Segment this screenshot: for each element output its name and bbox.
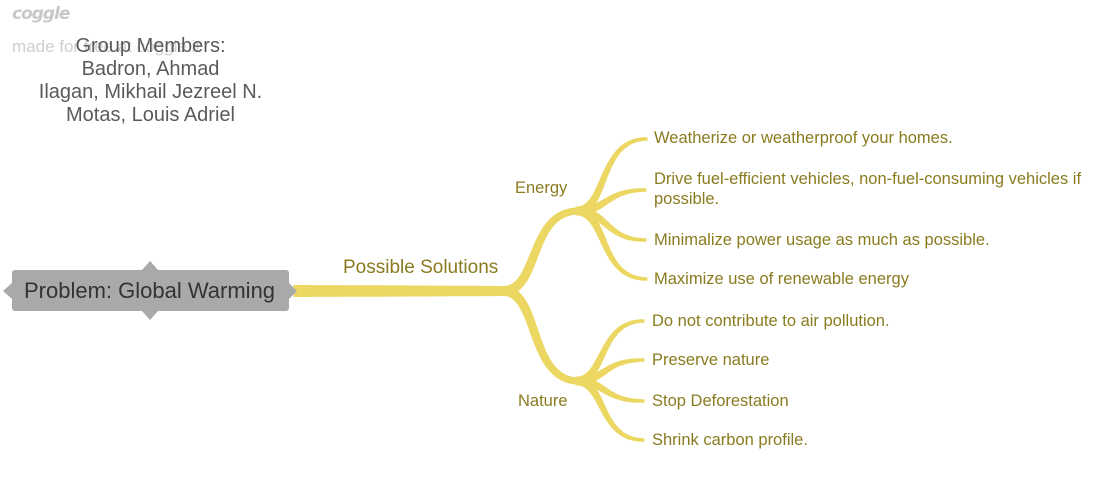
member-name: Badron, Ahmad <box>81 58 220 80</box>
branch-air-pollution <box>575 319 645 386</box>
arrow-down-icon[interactable] <box>142 311 158 320</box>
node-possible-solutions[interactable]: Possible Solutions <box>343 257 499 278</box>
note-title: Group Members: <box>75 35 226 57</box>
leaf-air-pollution[interactable]: Do not contribute to air pollution. <box>652 312 890 330</box>
leaf-preserve-nature[interactable]: Preserve nature <box>652 351 770 369</box>
leaf-shrink-carbon[interactable]: Shrink carbon profile. <box>652 431 808 449</box>
branch-possible-solutions <box>293 285 508 297</box>
branch-nature <box>502 286 580 385</box>
group-members-note[interactable]: Group Members: Badron, Ahmad Ilagan, Mik… <box>0 35 301 127</box>
arrow-left-icon[interactable] <box>3 283 12 299</box>
arrow-right-icon[interactable] <box>289 283 297 299</box>
watermark: made for free at coggle.it <box>12 37 201 56</box>
branch-energy <box>502 207 580 296</box>
leaf-maximize-renewable[interactable]: Maximize use of renewable energy <box>654 270 909 288</box>
leaf-weatherize-homes[interactable]: Weatherize or weatherproof your homes. <box>654 129 953 147</box>
node-energy[interactable]: Energy <box>515 179 568 197</box>
leaf-drive-fuel-efficient[interactable]: Drive fuel-efficient vehicles, non-fuel-… <box>654 170 1082 208</box>
branch-drive-fuel-efficient <box>575 188 647 216</box>
leaf-minimalize-power[interactable]: Minimalize power usage as much as possib… <box>654 231 990 249</box>
branch-shrink-carbon <box>575 376 645 442</box>
member-name: Motas, Louis Adriel <box>66 104 235 126</box>
root-node-label[interactable]: Problem: Global Warming <box>24 277 276 303</box>
branch-preserve-nature <box>575 358 645 386</box>
branch-stop-deforestation <box>575 376 645 403</box>
member-name: Ilagan, Mikhail Jezreel N. <box>38 81 263 103</box>
arrow-up-icon[interactable] <box>142 261 158 270</box>
root-node[interactable]: Problem: Global Warming <box>12 270 289 311</box>
branch-maximize-renewable <box>575 206 648 281</box>
branch-weatherize <box>575 137 648 216</box>
node-nature[interactable]: Nature <box>518 392 568 410</box>
leaf-stop-deforestation[interactable]: Stop Deforestation <box>652 392 789 410</box>
coggle-logo[interactable]: coggle <box>12 4 70 24</box>
